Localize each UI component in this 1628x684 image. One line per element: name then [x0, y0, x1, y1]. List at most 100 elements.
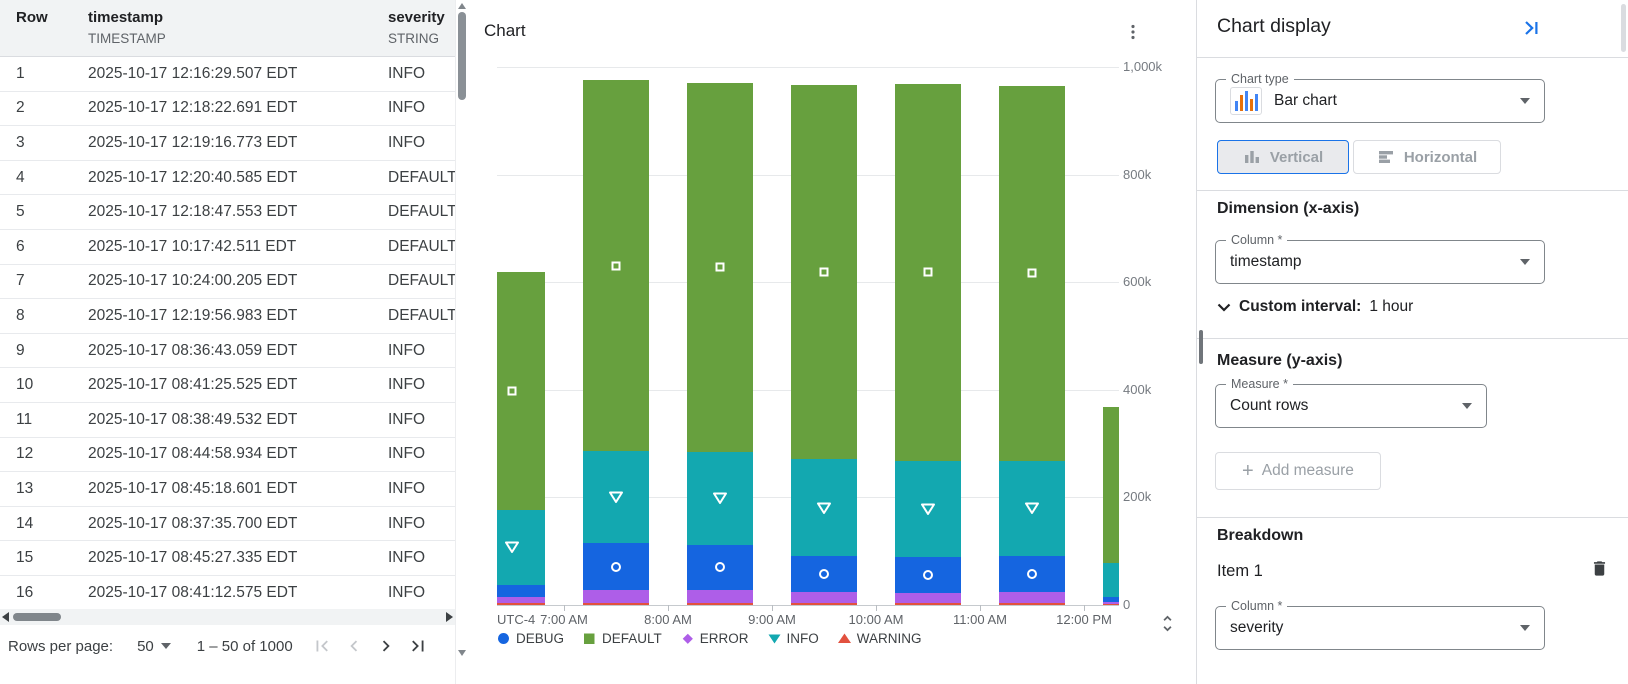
- bar-segment-info[interactable]: [791, 459, 857, 557]
- horizontal-orientation-button[interactable]: Horizontal: [1353, 140, 1501, 174]
- table-row: 7 2025-10-17 10:24:00.205 EDT DEFAULT: [0, 265, 455, 300]
- severity-cell: INFO: [388, 549, 426, 567]
- bar-segment-default[interactable]: [497, 272, 545, 510]
- bar-segment-warning[interactable]: [791, 602, 857, 605]
- x-axis-tick-label: 11:00 AM: [953, 612, 1007, 627]
- bar-segment-info[interactable]: [687, 452, 753, 545]
- breakdown-column-value: severity: [1230, 619, 1284, 636]
- collapse-panel-icon[interactable]: [1520, 17, 1542, 44]
- bar-segment-warning[interactable]: [999, 602, 1065, 605]
- vertical-scrollbar-thumb[interactable]: [458, 12, 466, 100]
- add-measure-button[interactable]: + Add measure: [1215, 452, 1381, 490]
- rows-per-page-select[interactable]: 50: [137, 638, 171, 655]
- scroll-down-arrow-icon[interactable]: [458, 650, 466, 656]
- x-axis-tick: [564, 605, 565, 611]
- bar-segment-warning[interactable]: [583, 602, 649, 605]
- chart-type-label: Chart type: [1226, 72, 1294, 86]
- timestamp-cell: 2025-10-17 10:17:42.511 EDT: [88, 237, 297, 255]
- bar-segment-default[interactable]: [999, 85, 1065, 461]
- column-header-severity[interactable]: severity STRING: [372, 0, 455, 56]
- legend-item-debug[interactable]: DEBUG: [497, 631, 564, 646]
- bar-segment-default[interactable]: [583, 79, 649, 452]
- bar-segment-info[interactable]: [583, 451, 649, 544]
- legend-square-icon: [584, 633, 595, 644]
- vertical-orientation-button[interactable]: Vertical: [1217, 140, 1349, 174]
- last-page-icon[interactable]: [407, 635, 429, 657]
- row-number: 12: [16, 445, 34, 463]
- row-number: 1: [16, 64, 25, 82]
- legend-item-info[interactable]: INFO: [768, 631, 819, 646]
- column-header-timestamp[interactable]: timestamp TIMESTAMP: [72, 0, 372, 56]
- horizontal-scrollbar[interactable]: [0, 609, 455, 625]
- scroll-left-arrow-icon[interactable]: [2, 612, 9, 622]
- chart-title: Chart: [484, 21, 526, 40]
- panel-scrollbar-thumb[interactable]: [1199, 330, 1203, 364]
- previous-page-icon[interactable]: [343, 635, 365, 657]
- row-number: 4: [16, 168, 25, 186]
- chart-type-select[interactable]: Chart type Bar chart: [1215, 72, 1545, 123]
- table-body: 1 2025-10-17 12:16:29.507 EDT INFO 2 2025-10…: [0, 57, 455, 611]
- timestamp-cell: 2025-10-17 08:41:25.525 EDT: [88, 376, 298, 394]
- column-name: severity: [388, 9, 445, 26]
- bar-segment-error[interactable]: [895, 593, 961, 603]
- legend-item-error[interactable]: ERROR: [681, 631, 749, 646]
- x-axis-tick: [1084, 605, 1085, 611]
- bar-segment-info[interactable]: [895, 460, 961, 558]
- delete-breakdown-icon[interactable]: [1590, 558, 1609, 584]
- dimension-column-select[interactable]: Column * timestamp: [1215, 233, 1545, 284]
- bar-segment-warning[interactable]: [497, 602, 545, 605]
- gridline: [497, 67, 1119, 68]
- bar-segment-error[interactable]: [583, 589, 649, 603]
- legend-item-warning[interactable]: WARNING: [837, 631, 922, 646]
- measure-value: Count rows: [1230, 397, 1309, 414]
- chart-menu-icon[interactable]: [1120, 19, 1146, 45]
- horizontal-label: Horizontal: [1403, 148, 1478, 166]
- bar-marker-square-icon: [923, 267, 933, 277]
- bar-segment-default[interactable]: [895, 83, 961, 461]
- first-page-icon[interactable]: [311, 635, 333, 657]
- divider: [1197, 190, 1628, 191]
- table-row: 8 2025-10-17 12:19:56.983 EDT DEFAULT: [0, 299, 455, 334]
- bar-segment-debug[interactable]: [497, 585, 545, 597]
- bar-segment-debug[interactable]: [1103, 596, 1119, 602]
- table-row: 4 2025-10-17 12:20:40.585 EDT DEFAULT: [0, 161, 455, 196]
- bar-chart-icon: [1230, 87, 1262, 115]
- expand-chart-icon[interactable]: [1157, 613, 1178, 639]
- table-row: 1 2025-10-17 12:16:29.507 EDT INFO: [0, 57, 455, 92]
- bar-segment-error[interactable]: [999, 592, 1065, 603]
- divider: [1197, 57, 1628, 58]
- bar-marker-triangle-down-icon: [504, 540, 521, 554]
- x-axis-tick: [876, 605, 877, 611]
- bar-segment-info[interactable]: [497, 509, 545, 586]
- legend-label: ERROR: [699, 631, 749, 646]
- next-page-icon[interactable]: [375, 635, 397, 657]
- bar-segment-warning[interactable]: [1103, 603, 1119, 605]
- panel-right-scrollbar-thumb[interactable]: [1621, 4, 1626, 52]
- breakdown-column-select[interactable]: Column * severity: [1215, 599, 1545, 650]
- legend-item-default[interactable]: DEFAULT: [583, 631, 662, 646]
- bar-segment-default[interactable]: [687, 82, 753, 453]
- table-row: 6 2025-10-17 10:17:42.511 EDT DEFAULT: [0, 230, 455, 265]
- measure-select[interactable]: Measure * Count rows: [1215, 377, 1487, 428]
- bar-segment-error[interactable]: [1103, 601, 1119, 604]
- bar-segment-warning[interactable]: [687, 602, 753, 605]
- dropdown-arrow-icon: [1462, 403, 1472, 409]
- bar-segment-info[interactable]: [999, 460, 1065, 557]
- custom-interval-toggle[interactable]: Custom interval: 1 hour: [1217, 298, 1413, 316]
- row-number: 6: [16, 237, 25, 255]
- bar-segment-error[interactable]: [497, 596, 545, 603]
- bar-segment-warning[interactable]: [895, 602, 961, 605]
- bar-segment-info[interactable]: [1103, 563, 1119, 597]
- bar-segment-default[interactable]: [791, 84, 857, 460]
- severity-cell: DEFAULT: [388, 203, 455, 221]
- scroll-up-arrow-icon[interactable]: [458, 3, 466, 9]
- timestamp-cell: 2025-10-17 12:20:40.585 EDT: [88, 168, 298, 186]
- vertical-scrollbar[interactable]: [455, 0, 468, 684]
- scroll-right-arrow-icon[interactable]: [446, 612, 453, 622]
- bar-segment-error[interactable]: [791, 592, 857, 603]
- bar-segment-error[interactable]: [687, 589, 753, 603]
- table-row: 5 2025-10-17 12:18:47.553 EDT DEFAULT: [0, 195, 455, 230]
- results-table-panel: Row timestamp TIMESTAMP severity STRING …: [0, 0, 455, 684]
- bar-segment-default[interactable]: [1103, 407, 1119, 564]
- horizontal-scrollbar-thumb[interactable]: [13, 613, 61, 621]
